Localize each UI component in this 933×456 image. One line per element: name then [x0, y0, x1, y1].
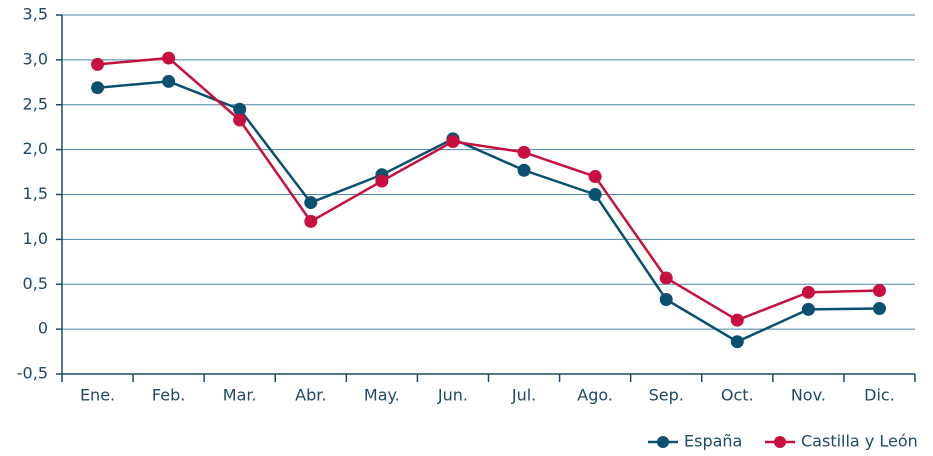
point: [588, 188, 602, 201]
point: [304, 196, 318, 210]
point: [91, 57, 105, 71]
legend-label: Castilla y León: [801, 432, 918, 451]
x-tick-label: Jul.: [511, 386, 536, 405]
point: [233, 113, 247, 127]
y-tick-label: 0,5: [23, 274, 48, 293]
y-tick-label: 3,0: [23, 49, 48, 68]
point: [162, 74, 176, 88]
y-tick-label: 0: [38, 319, 48, 338]
x-tick-label: Feb.: [152, 386, 185, 405]
point: [162, 51, 176, 65]
y-tick-label: 2,0: [23, 139, 48, 158]
x-tick-label: Nov.: [791, 386, 826, 405]
x-tick-label: Mar.: [223, 386, 257, 405]
point: [446, 135, 460, 149]
point: [375, 174, 389, 188]
legend-marker: [657, 436, 669, 448]
point: [517, 163, 531, 177]
x-tick-label: Jun.: [437, 386, 468, 405]
series-line: [97, 80, 880, 344]
y-tick-label: 3,5: [23, 5, 48, 24]
y-tick-label: 1,5: [23, 184, 48, 203]
x-tick-label: Dic.: [864, 386, 895, 405]
legend-marker: [774, 436, 786, 448]
point: [801, 285, 815, 299]
point: [730, 313, 744, 327]
point: [801, 302, 815, 316]
x-tick-label: Abr.: [295, 386, 326, 405]
y-tick-label: -0,5: [17, 364, 48, 383]
legend-label: España: [684, 432, 742, 451]
point: [659, 271, 673, 285]
point: [659, 293, 673, 307]
x-tick-label: Oct.: [721, 386, 754, 405]
point: [872, 284, 886, 298]
y-tick-label: 2,5: [23, 94, 48, 113]
x-tick-label: Ene.: [80, 386, 115, 405]
x-tick-label: Ago.: [577, 386, 613, 405]
point: [730, 335, 744, 349]
point: [872, 301, 886, 315]
point: [233, 102, 247, 116]
y-tick-label: 1,0: [23, 229, 48, 248]
x-tick-label: May.: [364, 386, 400, 405]
point: [517, 145, 531, 159]
point: [91, 81, 105, 95]
point: [304, 214, 318, 228]
series-line: [97, 56, 880, 322]
x-tick-label: Sep.: [649, 386, 684, 405]
point: [588, 170, 602, 184]
